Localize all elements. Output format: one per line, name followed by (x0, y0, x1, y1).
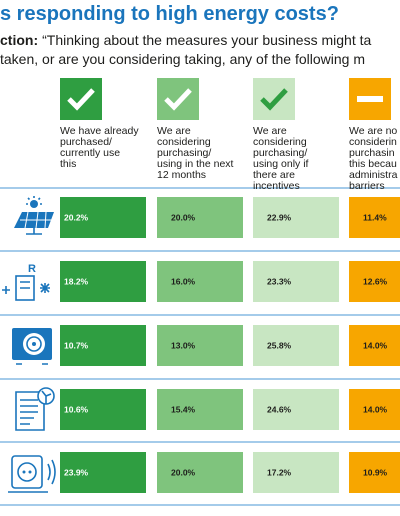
cell-value: 20.0% (171, 213, 196, 223)
cell-value: 22.9% (267, 213, 292, 223)
cell-value: 20.0% (171, 468, 196, 478)
smart-plug-icon (8, 455, 56, 493)
cell (60, 197, 146, 238)
column-header: purchasing/ (157, 147, 211, 159)
column-header: this (60, 158, 76, 170)
cell-value: 11.4% (363, 213, 387, 223)
dash-mark (357, 96, 383, 102)
title: s responding to high energy costs? (0, 3, 339, 25)
cell (253, 389, 339, 430)
cell-value: 10.7% (64, 341, 89, 351)
question-label: ction: (0, 32, 38, 48)
cell (349, 389, 400, 430)
energy-contract-icon (15, 387, 55, 431)
cell (253, 197, 339, 238)
cell (157, 325, 243, 366)
cell (253, 261, 339, 302)
cell-value: 24.6% (267, 405, 292, 415)
column-header: We have already (60, 125, 139, 137)
column-header: incentives (253, 180, 300, 192)
cell-value: 13.0% (171, 341, 196, 351)
column-header: considering (157, 136, 211, 148)
check-mark (260, 88, 288, 111)
cell-value: 14.0% (363, 341, 388, 351)
cell-value: 25.8% (267, 341, 292, 351)
column-header: We are (157, 125, 191, 137)
column-header: using in the next (157, 158, 234, 170)
column-header: considerin (349, 136, 397, 148)
column-header: barriers (349, 180, 385, 192)
cell (349, 325, 400, 366)
column-header: We are no (349, 125, 397, 137)
cell-value: 14.0% (363, 405, 388, 415)
cell (349, 452, 400, 493)
cell-value: 16.0% (171, 277, 196, 287)
cell-value: 23.9% (64, 468, 89, 478)
column-header: We are (253, 125, 287, 137)
cell-value: 15.4% (171, 405, 196, 415)
cell-value: 12.6% (363, 277, 388, 287)
cell (60, 452, 146, 493)
column-header: purchasin (349, 147, 395, 159)
column-icon (157, 78, 199, 120)
cell-value: 20.2% (64, 213, 89, 223)
column-header: administra (349, 169, 398, 181)
check-mark (164, 88, 192, 111)
cell (60, 325, 146, 366)
cell-value: 10.9% (363, 468, 388, 478)
cell-value: 18.2% (64, 277, 89, 287)
cell (253, 452, 339, 493)
column-header: 12 months (157, 169, 206, 181)
cell (60, 261, 146, 302)
question: ction: “Thinking about the measures your … (0, 32, 371, 48)
cell (157, 389, 243, 430)
cell (157, 197, 243, 238)
cell-value: 10.6% (64, 405, 89, 415)
column-header: considering (253, 136, 307, 148)
cell (349, 261, 400, 302)
heat-pump-icon (12, 328, 52, 365)
solar-icon (14, 196, 54, 235)
column-icon (60, 78, 102, 120)
cell-value: 23.3% (267, 277, 292, 287)
cell (157, 452, 243, 493)
question-line: taken, or are you considering taking, an… (0, 51, 365, 67)
column-header: using only if (253, 158, 309, 170)
column-header: there are (253, 169, 295, 181)
cell (349, 197, 400, 238)
check-mark (67, 88, 95, 111)
column-header: purchasing/ (253, 147, 307, 159)
column-icon (253, 78, 295, 120)
air-conditioning-icon: R (2, 263, 50, 301)
column-header: this becau (349, 158, 397, 170)
question-line: “Thinking about the measures your busine… (42, 32, 371, 48)
svg-text:R: R (28, 263, 36, 275)
cell (157, 261, 243, 302)
column-header: purchased/ (60, 136, 112, 148)
cell (253, 325, 339, 366)
column-header: currently use (60, 147, 120, 159)
cell (60, 389, 146, 430)
cell-value: 17.2% (267, 468, 292, 478)
